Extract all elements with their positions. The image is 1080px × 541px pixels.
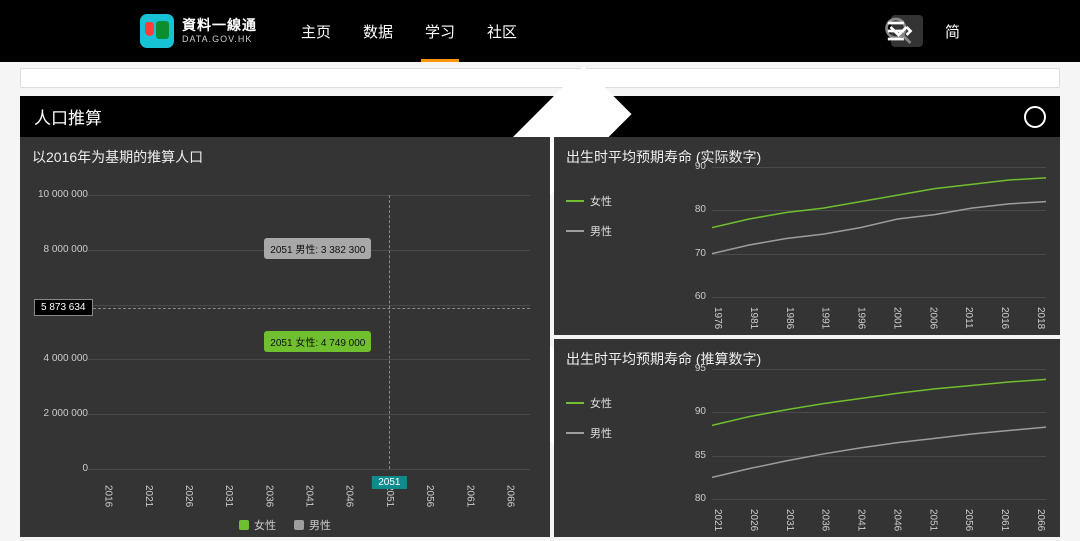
lc-actual-y-tick: 90 (695, 161, 706, 172)
lc-proj-x-label: 2046 (891, 509, 902, 531)
lc-actual-x-label: 2006 (927, 307, 938, 329)
bar-x-marker: 2051 (372, 476, 406, 489)
bar-x-label: 2046 (329, 481, 369, 511)
legend-male: 男性 (294, 517, 331, 533)
dashboard-header: 人口推算 (20, 96, 1060, 137)
lc-actual-x-label: 2011 (963, 307, 974, 329)
bar-x-label: 2016 (88, 481, 128, 511)
tooltip-female: 2051 女性: 4 749 000 (264, 331, 371, 352)
bar-x-labels: 2016202120262031203620412046205120562061… (88, 481, 530, 511)
lc-proj-x-label: 2021 (712, 509, 723, 531)
bar-reference-label: 5 873 634 (34, 299, 93, 316)
lc1-title: 出生时平均预期寿命 (实际数字) (566, 147, 1048, 167)
lc-actual-y-tick: 70 (695, 248, 706, 259)
bar-legend: 女性 男性 (20, 517, 550, 533)
bar-x-label: 2031 (209, 481, 249, 511)
bar-x-label: 2036 (249, 481, 289, 511)
lc-actual-x-label: 2001 (891, 307, 902, 329)
lc-proj-legend-female: 女性 (566, 395, 612, 411)
lc-actual-plot (712, 167, 1046, 297)
dashboard: 人口推算 以2016年为基期的推算人口 02 000 0004 000 0006… (20, 96, 1060, 537)
bar-x-label: 2056 (410, 481, 450, 511)
bar-y-tick: 2 000 000 (44, 408, 89, 419)
lc2-title: 出生时平均预期寿命 (推算数字) (566, 349, 1048, 369)
lc-actual-x-label: 1976 (712, 307, 723, 329)
bar-x-label: 2026 (168, 481, 208, 511)
population-bar-panel: 以2016年为基期的推算人口 02 000 0004 000 0006 000 … (20, 137, 550, 537)
life-expectancy-proj-panel: 出生时平均预期寿命 (推算数字) 女性男性 80 85 90 95 2021 2026 203… (554, 339, 1060, 537)
bar-chart-area: 2051 男性: 3 382 300 2051 女性: 4 749 000 (88, 195, 530, 469)
back-button[interactable] (1024, 106, 1046, 128)
legend-female: 女性 (239, 517, 276, 533)
lc-proj-x-label: 2031 (784, 509, 795, 531)
lc-proj-y-tick: 95 (695, 363, 706, 374)
bar-y-tick: 10 000 000 (38, 189, 88, 200)
lc-actual-x-label: 2018 (1035, 307, 1046, 329)
lc-proj-x-label: 2051 (927, 509, 938, 531)
bar-y-tick: 8 000 000 (44, 244, 89, 255)
lc-actual-x-label: 1996 (856, 307, 867, 329)
lc-actual-x-label: 1986 (784, 307, 795, 329)
tooltip-male: 2051 男性: 3 382 300 (264, 238, 371, 259)
lc-proj-x-label: 2056 (963, 509, 974, 531)
lc-actual-x-label: 1981 (748, 307, 759, 329)
bar-x-label: 2061 (450, 481, 490, 511)
lc-proj-x-label: 2066 (1035, 509, 1046, 531)
lc-proj-legend-male: 男性 (566, 425, 612, 441)
lc-proj-x-label: 2061 (999, 509, 1010, 531)
lc-actual-x-label: 2016 (999, 307, 1010, 329)
bar-y-axis: 02 000 0004 000 0006 000 0008 000 00010 … (36, 195, 88, 469)
bar-x-label: 2021 (128, 481, 168, 511)
lc-actual-y-tick: 60 (695, 291, 706, 302)
lc-proj-y-tick: 85 (695, 450, 706, 461)
lc-proj-y-tick: 80 (695, 493, 706, 504)
lc-proj-x-label: 2026 (748, 509, 759, 531)
lc-proj-plot (712, 369, 1046, 499)
bar-x-label: 2041 (289, 481, 329, 511)
lc-proj-y-tick: 90 (695, 406, 706, 417)
life-expectancy-actual-panel: 出生时平均预期寿命 (实际数字) 女性男性 60 70 80 90 1976 1981 198… (554, 137, 1060, 335)
lc-actual-legend-male: 男性 (566, 223, 612, 239)
bar-y-tick: 4 000 000 (44, 353, 89, 364)
lc-proj-x-label: 2036 (820, 509, 831, 531)
lc-actual-y-tick: 80 (695, 204, 706, 215)
lc-actual-legend-female: 女性 (566, 193, 612, 209)
bar-x-label: 2066 (490, 481, 530, 511)
lc-proj-x-label: 2041 (856, 509, 867, 531)
bar-chart-title: 以2016年为基期的推算人口 (32, 147, 538, 167)
lc-actual-x-label: 1991 (820, 307, 831, 329)
